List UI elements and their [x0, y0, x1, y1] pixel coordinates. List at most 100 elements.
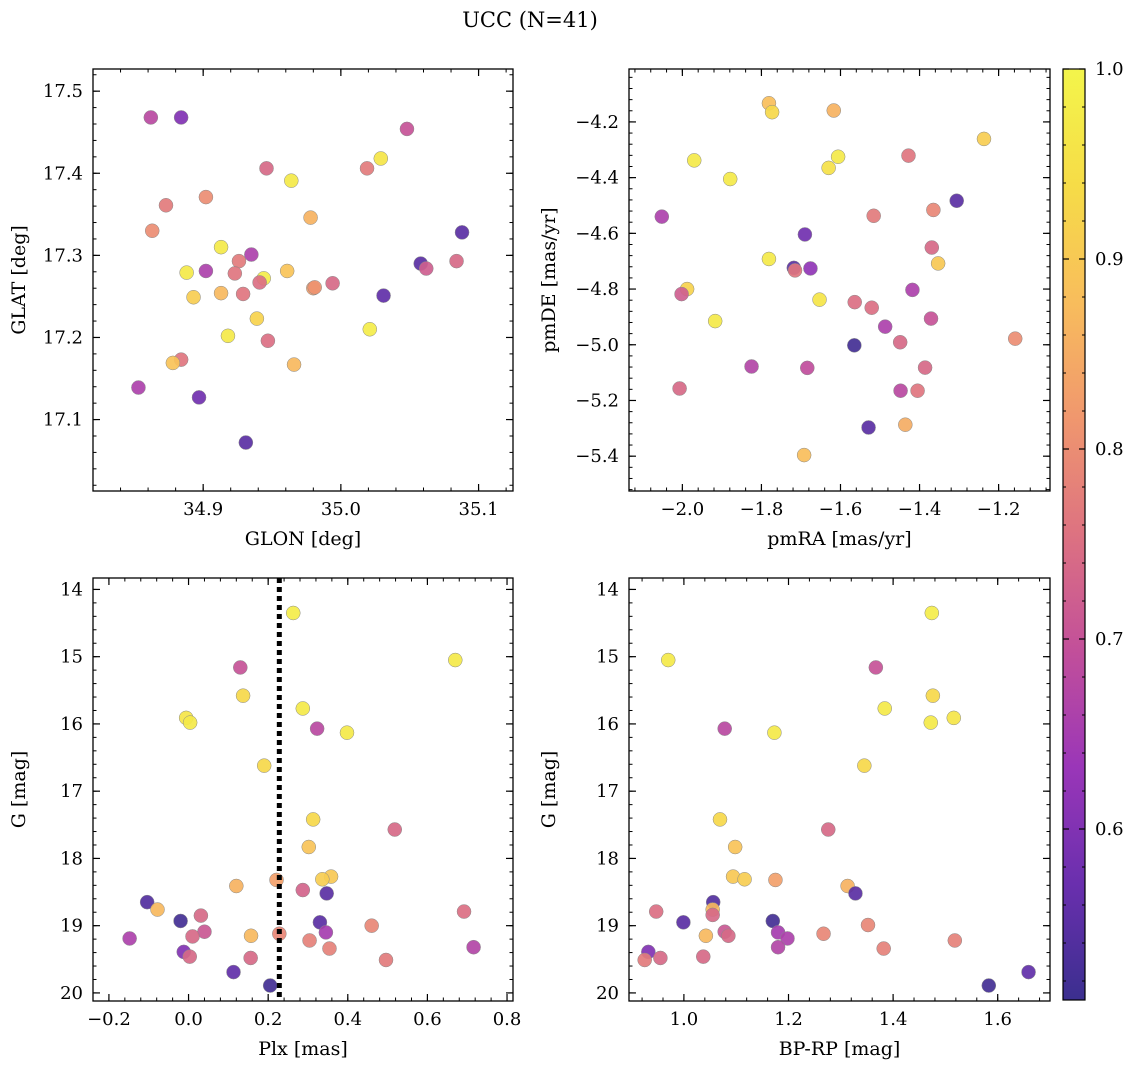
- y-tick-label: 17.2: [43, 327, 83, 348]
- scatter-point: [821, 160, 836, 176]
- plot-frame: [628, 68, 1051, 492]
- scatter-point: [387, 822, 403, 837]
- colorbar-gradient: [1062, 68, 1086, 1001]
- scatter-point: [698, 928, 714, 944]
- plot-frame: [92, 577, 514, 1002]
- y-tick-label: 18: [60, 848, 83, 869]
- x-tick-label: 1.2: [774, 1009, 803, 1030]
- scatter-point: [378, 952, 394, 968]
- scatter-point: [868, 660, 884, 675]
- scatter-point: [285, 605, 301, 621]
- scatter-point: [696, 949, 711, 964]
- scatter-points: [122, 605, 481, 993]
- scatter-point: [917, 360, 933, 375]
- scatter-point: [359, 161, 375, 176]
- scatter-point: [150, 902, 165, 917]
- scatter-point: [302, 933, 317, 948]
- scatter-point: [924, 240, 940, 255]
- y-tick-label: −5.4: [575, 446, 619, 467]
- scatter-point: [705, 907, 720, 923]
- scatter-point: [761, 251, 777, 267]
- x-axis-label: GLON [deg]: [245, 528, 361, 550]
- colorbar-tick-label: 0.6: [1095, 819, 1124, 840]
- y-tick-label: 17.1: [43, 410, 83, 431]
- colorbar-tick-label: 1.0: [1095, 59, 1124, 80]
- scatter-point: [860, 917, 876, 933]
- scatter-point: [305, 812, 321, 827]
- scatter-point: [930, 256, 946, 271]
- scatter-point: [737, 872, 752, 887]
- y-axis-label: G [mag]: [538, 751, 560, 829]
- scatter-point: [866, 208, 881, 224]
- scatter-point: [1007, 331, 1023, 346]
- scatter-point: [768, 872, 783, 888]
- scatter-point: [976, 131, 992, 147]
- y-axis-label: pmDE [mas/yr]: [538, 207, 560, 352]
- scatter-point: [847, 294, 862, 310]
- scatter-point: [898, 417, 913, 432]
- y-tick-label: 15: [60, 647, 83, 668]
- y-tick-label: −5.2: [575, 390, 619, 411]
- scatter-point: [893, 383, 908, 398]
- x-tick-label: −2.0: [661, 499, 705, 520]
- scatter-point: [362, 322, 378, 337]
- scatter-point: [399, 121, 415, 137]
- scatter-point: [220, 328, 236, 344]
- x-tick-label: 0.0: [174, 1009, 203, 1030]
- scatter-point: [721, 928, 736, 944]
- scatter-point: [235, 688, 251, 703]
- scatter-points: [654, 96, 1023, 463]
- x-tick-label: 1.6: [983, 1009, 1012, 1030]
- scatter-point: [877, 319, 893, 334]
- scatter-point: [946, 710, 962, 726]
- scatter-point: [279, 263, 295, 279]
- x-tick-label: 1.0: [670, 1009, 699, 1030]
- scatter-point: [173, 110, 189, 125]
- scatter-point: [780, 931, 795, 946]
- x-tick-label: 35.0: [321, 499, 361, 520]
- y-tick-label: 14: [60, 579, 83, 600]
- scatter-point: [803, 261, 818, 276]
- scatter-point: [144, 223, 160, 238]
- x-tick-label: 34.9: [183, 499, 223, 520]
- scatter-point: [848, 886, 863, 901]
- scatter-point: [672, 381, 687, 396]
- y-tick-label: 15: [596, 647, 619, 668]
- scatter-point: [923, 311, 939, 326]
- scatter-point: [764, 104, 780, 120]
- scatter-point: [213, 239, 229, 255]
- scatter-point: [286, 357, 302, 372]
- y-tick-label: 17.3: [43, 245, 83, 266]
- y-tick-label: 17.5: [43, 81, 83, 102]
- scatter-point: [307, 280, 322, 295]
- scatter-point: [301, 839, 317, 855]
- scatter-point: [182, 949, 197, 964]
- scatter-point: [864, 300, 879, 315]
- scatter-point: [901, 148, 916, 163]
- scatter-point: [249, 311, 265, 326]
- scatter-point: [339, 725, 355, 740]
- y-tick-label: 16: [60, 714, 83, 735]
- scatter-point: [318, 925, 334, 940]
- scatter-point: [364, 918, 379, 933]
- scatter-point: [198, 263, 214, 279]
- y-tick-label: −4.2: [575, 112, 619, 133]
- scatter-points: [131, 110, 470, 450]
- plot-frame: [92, 68, 514, 492]
- scatter-point: [797, 227, 813, 242]
- scatter-point: [892, 335, 908, 350]
- scatter-point: [876, 941, 891, 956]
- x-tick-label: −1.6: [819, 499, 863, 520]
- x-tick-label: 0.6: [413, 1009, 442, 1030]
- scatter-point: [322, 941, 337, 956]
- scatter-point: [373, 151, 389, 166]
- scatter-point: [456, 904, 472, 919]
- scatter-point: [923, 715, 939, 730]
- scatter-point: [319, 886, 334, 901]
- x-tick-label: −1.8: [740, 499, 784, 520]
- y-tick-label: 20: [60, 983, 83, 1004]
- scatter-point: [376, 288, 391, 303]
- scatter-point: [193, 908, 209, 923]
- scatter-point: [448, 652, 463, 668]
- scatter-point: [235, 286, 251, 302]
